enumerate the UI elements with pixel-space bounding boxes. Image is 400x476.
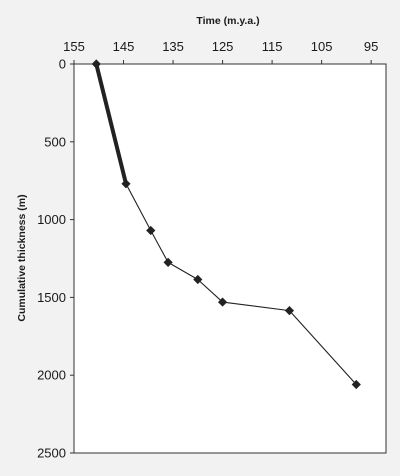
- data-point: [91, 59, 101, 69]
- y-axis: 0 500 1000 1500 2000 2500: [37, 57, 74, 461]
- series-segment: [125, 183, 152, 232]
- series-markers: [91, 59, 361, 390]
- x-axis-title: Time (m.y.a.): [196, 15, 259, 27]
- y-tick-label: 0: [59, 57, 66, 72]
- series-segment: [197, 278, 224, 303]
- plot-frame: [73, 63, 387, 454]
- series-segment: [288, 310, 357, 386]
- y-tick-label: 500: [44, 134, 66, 149]
- series-segment: [222, 301, 290, 312]
- y-axis-title: Cumulative thickness (m): [16, 194, 28, 321]
- data-point: [351, 379, 361, 390]
- series-line: [94, 62, 357, 386]
- data-point: [146, 225, 156, 236]
- y-tick-label: 2000: [37, 368, 66, 383]
- data-point: [193, 274, 203, 285]
- x-tick-label: 155: [63, 39, 85, 54]
- x-tick-label: 105: [311, 39, 333, 54]
- x-tick-label: 95: [364, 39, 378, 54]
- x-tick-label: 135: [162, 39, 184, 54]
- y-tick-label: 2500: [37, 446, 66, 461]
- data-point: [217, 297, 228, 307]
- y-tick-label: 1500: [37, 290, 66, 305]
- series-segment: [150, 229, 169, 263]
- x-tick-label: 145: [113, 39, 135, 54]
- data-point: [163, 257, 173, 267]
- y-tick-label: 1000: [37, 212, 66, 227]
- series-segment-thick: [94, 62, 128, 186]
- x-axis: 155 145 135 125 115 105 95: [63, 39, 378, 64]
- data-point: [121, 179, 131, 189]
- series-segment: [167, 261, 199, 281]
- data-point: [284, 306, 295, 316]
- x-tick-label: 125: [212, 39, 234, 54]
- x-tick-label: 115: [262, 39, 283, 54]
